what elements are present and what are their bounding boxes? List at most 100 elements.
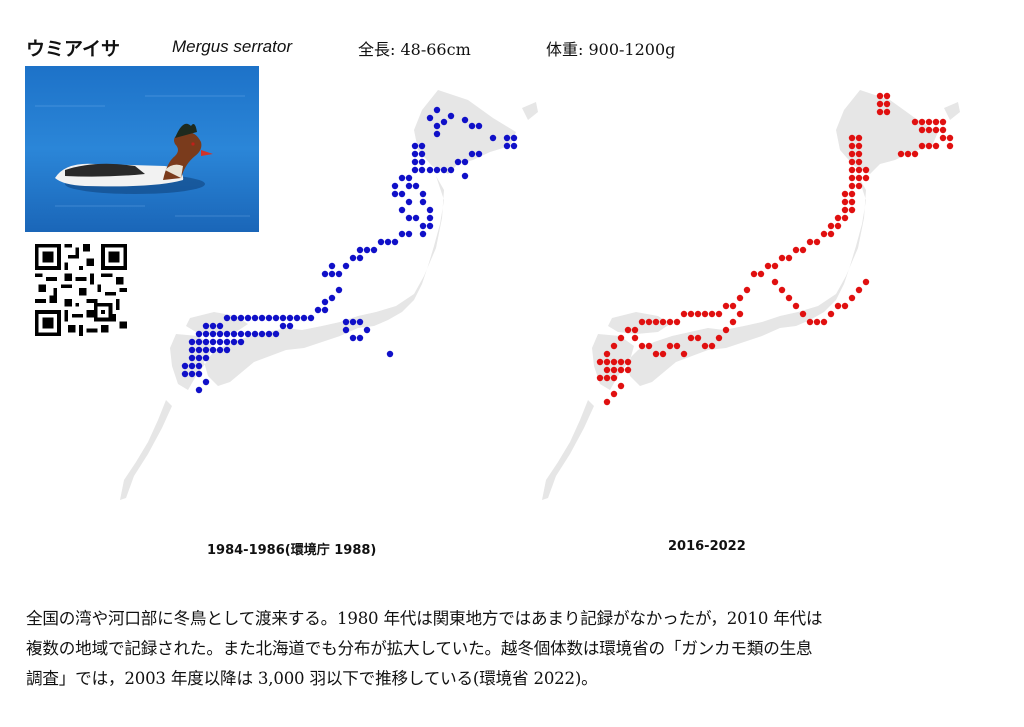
distribution-dot (596, 374, 604, 382)
distribution-dot (841, 302, 849, 310)
distribution-dot (237, 330, 245, 338)
distribution-dot (925, 142, 933, 150)
distribution-dot (328, 294, 336, 302)
distribution-dot (617, 366, 625, 374)
distribution-dot (610, 342, 618, 350)
distribution-dot (792, 302, 800, 310)
distribution-map-2016-2022 (542, 90, 960, 500)
distribution-dot (398, 174, 406, 182)
distribution-dot (216, 330, 224, 338)
distribution-dot (645, 318, 653, 326)
distribution-dot (411, 150, 419, 158)
distribution-dot (673, 342, 681, 350)
distribution-dot (722, 302, 730, 310)
distribution-dot (386, 350, 394, 358)
distribution-dot (349, 334, 357, 342)
distribution-dot (251, 330, 259, 338)
distribution-dot (708, 310, 716, 318)
distribution-dot (918, 118, 926, 126)
distribution-dot (904, 150, 912, 158)
distribution-dot (610, 358, 618, 366)
distribution-dot (510, 134, 518, 142)
distribution-dot (610, 366, 618, 374)
distribution-dot (715, 310, 723, 318)
distribution-dot (461, 172, 469, 180)
distribution-dot (855, 142, 863, 150)
distribution-dot (279, 322, 287, 330)
distribution-dot (680, 310, 688, 318)
distribution-dot (244, 330, 252, 338)
distribution-dot (736, 310, 744, 318)
distribution-dot (188, 346, 196, 354)
distribution-dot (855, 182, 863, 190)
distribution-dot (848, 198, 856, 206)
distribution-dot (342, 318, 350, 326)
distribution-dot (855, 174, 863, 182)
distribution-map-1984-1986 (120, 90, 538, 500)
distribution-dot (701, 342, 709, 350)
distribution-dot (813, 318, 821, 326)
distribution-dot (652, 318, 660, 326)
distribution-dot (188, 338, 196, 346)
distribution-dot (785, 254, 793, 262)
distribution-dot (195, 338, 203, 346)
distribution-dot (265, 314, 273, 322)
species-header: ウミアイサ Mergus serrator 全長: 48-66cm 体重: 90… (26, 34, 1006, 60)
distribution-dot (258, 314, 266, 322)
distribution-dot (188, 362, 196, 370)
distribution-dot (418, 158, 426, 166)
distribution-dot (715, 334, 723, 342)
distribution-dot (862, 278, 870, 286)
distribution-dot (418, 166, 426, 174)
distribution-dot (468, 150, 476, 158)
distribution-dot (946, 142, 954, 150)
distribution-dot (708, 342, 716, 350)
distribution-dot (475, 150, 483, 158)
distribution-dot (195, 330, 203, 338)
distribution-dot (848, 182, 856, 190)
distribution-dot (932, 126, 940, 134)
distribution-dot (883, 100, 891, 108)
distribution-dot (687, 310, 695, 318)
dot-layer (596, 92, 954, 406)
body-length: 全長: 48-66cm (358, 40, 471, 59)
distribution-dot (202, 354, 210, 362)
distribution-dot (237, 314, 245, 322)
distribution-dot (722, 326, 730, 334)
distribution-dot (932, 142, 940, 150)
distribution-dot (848, 206, 856, 214)
distribution-dot (307, 314, 315, 322)
distribution-dot (918, 126, 926, 134)
distribution-dot (617, 382, 625, 390)
distribution-dot (195, 370, 203, 378)
distribution-dot (426, 222, 434, 230)
distribution-dot (209, 346, 217, 354)
distribution-dot (202, 338, 210, 346)
distribution-dot (237, 338, 245, 346)
distribution-dot (666, 318, 674, 326)
distribution-dot (209, 338, 217, 346)
distribution-dot (195, 346, 203, 354)
distribution-dot (897, 150, 905, 158)
distribution-dot (398, 206, 406, 214)
distribution-dot (405, 182, 413, 190)
distribution-dot (848, 142, 856, 150)
distribution-dot (855, 134, 863, 142)
distribution-dot (645, 342, 653, 350)
distribution-dot (188, 354, 196, 362)
distribution-dot (883, 108, 891, 116)
distribution-dot (848, 134, 856, 142)
distribution-dot (489, 134, 497, 142)
distribution-dot (440, 118, 448, 126)
distribution-dot (202, 378, 210, 386)
distribution-dot (834, 222, 842, 230)
distribution-dot (328, 270, 336, 278)
dot-layer (181, 106, 518, 394)
distribution-dot (272, 314, 280, 322)
distribution-dot (314, 306, 322, 314)
distribution-dot (300, 314, 308, 322)
distribution-dot (603, 374, 611, 382)
distribution-dot (286, 314, 294, 322)
distribution-dot (384, 238, 392, 246)
distribution-dot (624, 358, 632, 366)
